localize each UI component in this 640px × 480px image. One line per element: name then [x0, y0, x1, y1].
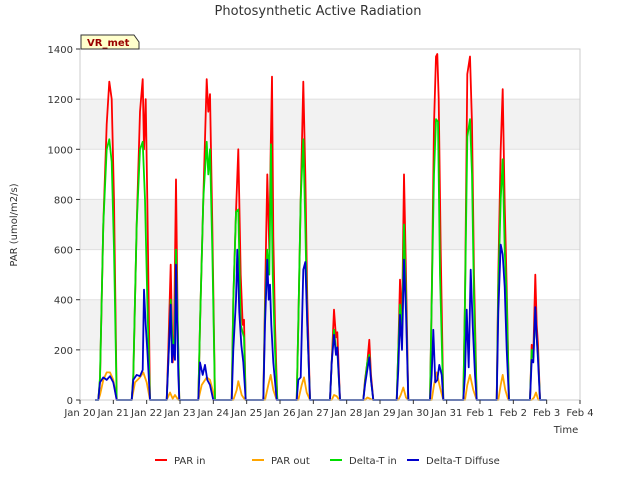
grid-band [80, 249, 580, 300]
legend-label: Delta-T in [349, 456, 397, 467]
x-tick-label: Feb 3 [533, 408, 560, 419]
series-line-par-out [95, 371, 547, 401]
series-line-delta-t-diffuse [95, 243, 547, 401]
x-tick-label: Feb 4 [566, 408, 593, 419]
y-tick-label: 1400 [48, 45, 73, 56]
x-tick-label: Jan 20 [63, 408, 95, 419]
y-axis-label: PAR (umol/m2/s) [9, 183, 20, 266]
x-tick-label: Jan 30 [397, 408, 429, 419]
x-tick-label: Jan 26 [263, 408, 295, 419]
x-tick-label: Jan 24 [197, 408, 229, 419]
y-tick-label: 600 [54, 246, 73, 257]
x-tick-label: Feb 2 [500, 408, 527, 419]
legend-label: Delta-T Diffuse [426, 456, 500, 467]
plot-frame [79, 48, 581, 401]
grid-band [80, 99, 580, 150]
x-tick-label: Jan 31 [430, 408, 462, 419]
y-tick-label: 800 [54, 195, 73, 206]
legend-label: PAR in [174, 456, 205, 467]
grid-band [80, 49, 580, 100]
x-tick-label: Jan 23 [163, 408, 195, 419]
x-tick-label: Jan 21 [97, 408, 129, 419]
chart-title: Photosynthetic Active Radiation [215, 4, 422, 19]
x-axis-ticks: Jan 20 Jan 21 Jan 22 Jan 23 Jan 24 Jan 25 Jan … [63, 400, 594, 419]
x-tick-label: Jan 28 [330, 408, 362, 419]
site-tag: VR_met [80, 34, 140, 50]
grid-band [80, 149, 580, 200]
legend-label: PAR out [271, 456, 310, 467]
y-tick-label: 0 [67, 396, 73, 407]
x-tick-label: Feb 1 [466, 408, 493, 419]
x-tick-label: Jan 27 [297, 408, 329, 419]
x-tick-label: Jan 25 [230, 408, 262, 419]
y-tick-label: 1200 [48, 95, 73, 106]
x-tick-label: Jan 29 [363, 408, 395, 419]
x-tick-label: Jan 22 [130, 408, 162, 419]
legend: PAR in PAR out Delta-T in Delta-T Diffuse [155, 456, 500, 467]
y-tick-label: 1000 [48, 145, 73, 156]
x-axis-label: Time [553, 425, 578, 436]
y-tick-label: 400 [54, 296, 73, 307]
site-tag-label: VR_met [87, 38, 130, 49]
plot-background-bands [80, 49, 580, 400]
grid-band [80, 199, 580, 250]
y-axis-ticks: 0 200 400 600 800 1000 1200 1400 [48, 45, 80, 407]
y-tick-label: 200 [54, 346, 73, 357]
